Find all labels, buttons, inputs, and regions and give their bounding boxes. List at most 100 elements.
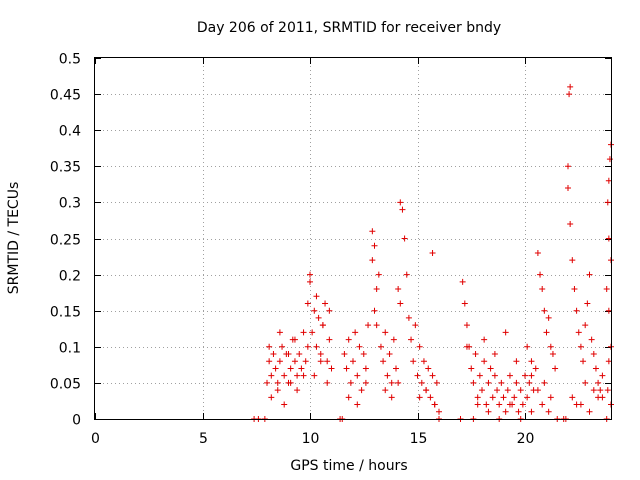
data-point <box>313 343 320 350</box>
data-point <box>541 307 548 314</box>
data-point <box>605 177 612 184</box>
data-point <box>322 300 329 307</box>
data-point <box>373 322 380 329</box>
data-point <box>479 387 485 394</box>
data-point <box>474 401 481 408</box>
data-point <box>567 83 574 90</box>
data-point <box>371 307 378 314</box>
data-point <box>420 358 427 365</box>
data-point <box>276 329 283 336</box>
data-point <box>294 372 301 379</box>
data-point <box>362 365 369 372</box>
data-point <box>418 379 425 386</box>
data-point <box>433 379 440 386</box>
data-point <box>524 394 531 401</box>
data-point <box>429 249 436 256</box>
data-point <box>287 379 294 386</box>
data-point <box>324 379 331 386</box>
data-point <box>377 343 384 350</box>
data-point <box>547 394 554 401</box>
data-point <box>532 365 539 372</box>
data-point <box>375 271 382 278</box>
data-point <box>313 293 320 300</box>
data-point <box>347 379 354 386</box>
data-point <box>459 278 466 285</box>
data-point <box>461 300 468 307</box>
data-point <box>401 235 408 242</box>
data-point <box>580 358 587 365</box>
data-point <box>528 358 535 365</box>
data-point <box>371 242 378 249</box>
data-point <box>566 91 573 98</box>
data-point <box>513 358 520 365</box>
y-axis-label: SRMTID / TECUs <box>6 182 22 295</box>
data-point <box>281 372 288 379</box>
data-point <box>481 358 488 365</box>
data-point <box>352 329 359 336</box>
data-point <box>270 351 277 358</box>
data-point <box>285 351 292 358</box>
data-point <box>395 379 402 386</box>
data-point <box>281 401 288 408</box>
data-point <box>567 221 574 228</box>
data-point <box>586 408 593 415</box>
data-point <box>604 199 611 206</box>
data-point <box>539 286 546 293</box>
data-point <box>569 394 576 401</box>
data-point <box>425 365 432 372</box>
data-point <box>274 379 281 386</box>
data-point <box>511 394 518 401</box>
data-point <box>386 351 393 358</box>
data-point <box>569 257 576 264</box>
data-point <box>272 365 279 372</box>
y-tick-label: 0.25 <box>50 233 81 249</box>
data-point <box>463 322 470 329</box>
data-point <box>487 365 494 372</box>
data-points <box>251 83 614 422</box>
data-point <box>326 307 333 314</box>
data-point <box>519 401 526 408</box>
data-point <box>307 278 313 285</box>
data-point <box>341 351 348 358</box>
data-point <box>468 365 475 372</box>
data-point <box>513 379 520 386</box>
data-point <box>390 336 397 343</box>
data-point <box>291 336 298 343</box>
data-point <box>590 351 597 358</box>
data-point <box>605 307 612 314</box>
data-point <box>515 408 522 415</box>
data-point <box>599 372 606 379</box>
data-point <box>315 314 322 321</box>
data-point <box>360 351 367 358</box>
data-point <box>584 300 591 307</box>
data-point <box>539 401 546 408</box>
data-point <box>604 387 611 394</box>
data-point <box>384 372 391 379</box>
x-tick-label: 20 <box>517 431 535 447</box>
data-point <box>388 379 395 386</box>
chart-title: Day 206 of 2011, SRMTID for receiver bnd… <box>197 20 501 36</box>
data-point <box>287 365 294 372</box>
y-tick-label: 0.5 <box>59 52 81 68</box>
data-point <box>380 358 387 365</box>
x-tick-label: 10 <box>302 431 320 447</box>
data-point <box>528 408 535 415</box>
data-point <box>506 401 513 408</box>
data-point <box>582 322 589 329</box>
y-tick-label: 0.35 <box>50 160 81 176</box>
data-point <box>496 401 503 408</box>
data-point <box>302 358 309 365</box>
data-point <box>410 358 417 365</box>
data-point <box>522 372 528 379</box>
data-point <box>541 379 548 386</box>
data-point <box>502 408 509 415</box>
x-tick-label: 0 <box>91 431 100 447</box>
data-point <box>300 329 307 336</box>
data-point <box>491 372 498 379</box>
data-point <box>309 329 316 336</box>
data-point <box>365 322 372 329</box>
y-tick-label: 0.1 <box>59 341 81 357</box>
data-point <box>354 401 361 408</box>
data-point <box>423 387 430 394</box>
data-point <box>319 322 326 329</box>
